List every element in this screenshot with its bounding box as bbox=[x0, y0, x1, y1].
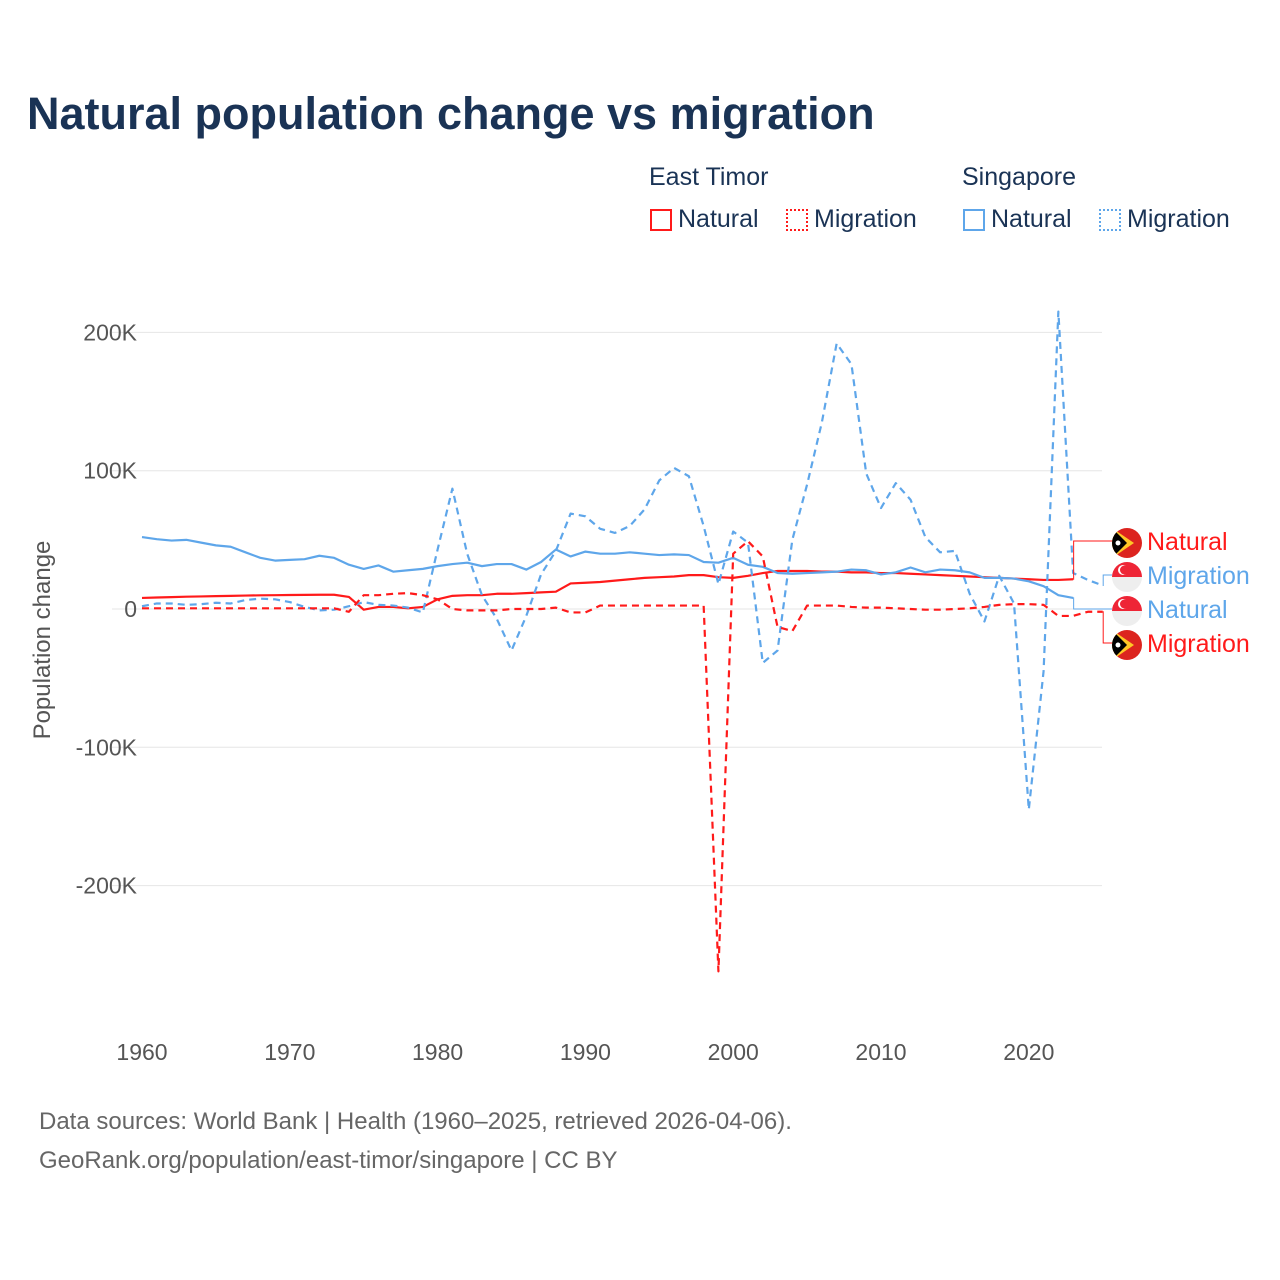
legend-group-singapore: Singapore bbox=[962, 163, 1076, 191]
series-east-timor-migration[interactable] bbox=[142, 540, 1103, 973]
x-tick-label: 2000 bbox=[708, 1039, 759, 1065]
chart-title: Natural population change vs migration bbox=[27, 88, 875, 139]
singapore-flag-icon bbox=[1112, 596, 1142, 626]
label-connector bbox=[1073, 597, 1112, 610]
series-end-label: Migration bbox=[1147, 630, 1250, 658]
y-axis-label: Population change bbox=[29, 541, 56, 740]
series-singapore-migration[interactable] bbox=[141, 310, 1104, 811]
label-connector bbox=[1102, 611, 1112, 644]
x-tick-label: 1970 bbox=[264, 1039, 315, 1065]
east-timor-flag-icon bbox=[1112, 528, 1142, 558]
legend-swatch-solid bbox=[963, 208, 985, 231]
legend-swatch-dotted bbox=[786, 208, 808, 231]
x-tick-label: 2010 bbox=[855, 1039, 906, 1065]
legend-label: Natural bbox=[991, 205, 1072, 233]
x-tick-label: 1960 bbox=[116, 1039, 167, 1065]
east-timor-flag-icon bbox=[1112, 630, 1142, 660]
footer-sources: Data sources: World Bank | Health (1960–… bbox=[39, 1108, 792, 1135]
legend-singapore-natural[interactable]: Natural bbox=[963, 205, 1072, 234]
legend-swatch-dotted bbox=[1099, 208, 1121, 231]
legend-label: Migration bbox=[1127, 205, 1230, 233]
label-connector bbox=[1073, 540, 1112, 580]
y-tick-label: 200K bbox=[83, 319, 137, 345]
series-singapore-natural[interactable] bbox=[141, 535, 1074, 600]
y-tick-label: 100K bbox=[83, 458, 137, 484]
series-end-label: Natural bbox=[1147, 528, 1228, 556]
series-end-label: Migration bbox=[1147, 562, 1250, 590]
x-tick-label: 1980 bbox=[412, 1039, 463, 1065]
legend-east-timor-migration[interactable]: Migration bbox=[786, 205, 917, 234]
singapore-flag-icon bbox=[1112, 562, 1142, 592]
y-tick-label: 0 bbox=[124, 596, 137, 622]
footer-attribution[interactable]: GeoRank.org/population/east-timor/singap… bbox=[39, 1147, 618, 1174]
label-connector bbox=[1102, 574, 1112, 586]
y-tick-label: -100K bbox=[76, 734, 138, 760]
x-tick-label: 2020 bbox=[1003, 1039, 1054, 1065]
series-east-timor-natural[interactable] bbox=[141, 569, 1074, 611]
legend-east-timor-natural[interactable]: Natural bbox=[650, 205, 759, 234]
x-tick-label: 1990 bbox=[560, 1039, 611, 1065]
legend-label: Natural bbox=[678, 205, 759, 233]
series-end-label: Natural bbox=[1147, 596, 1228, 624]
legend-label: Migration bbox=[814, 205, 917, 233]
legend-swatch-solid bbox=[650, 208, 672, 231]
legend-group-east-timor: East Timor bbox=[649, 163, 769, 191]
y-tick-label: -200K bbox=[76, 873, 138, 899]
legend-singapore-migration[interactable]: Migration bbox=[1099, 205, 1230, 234]
